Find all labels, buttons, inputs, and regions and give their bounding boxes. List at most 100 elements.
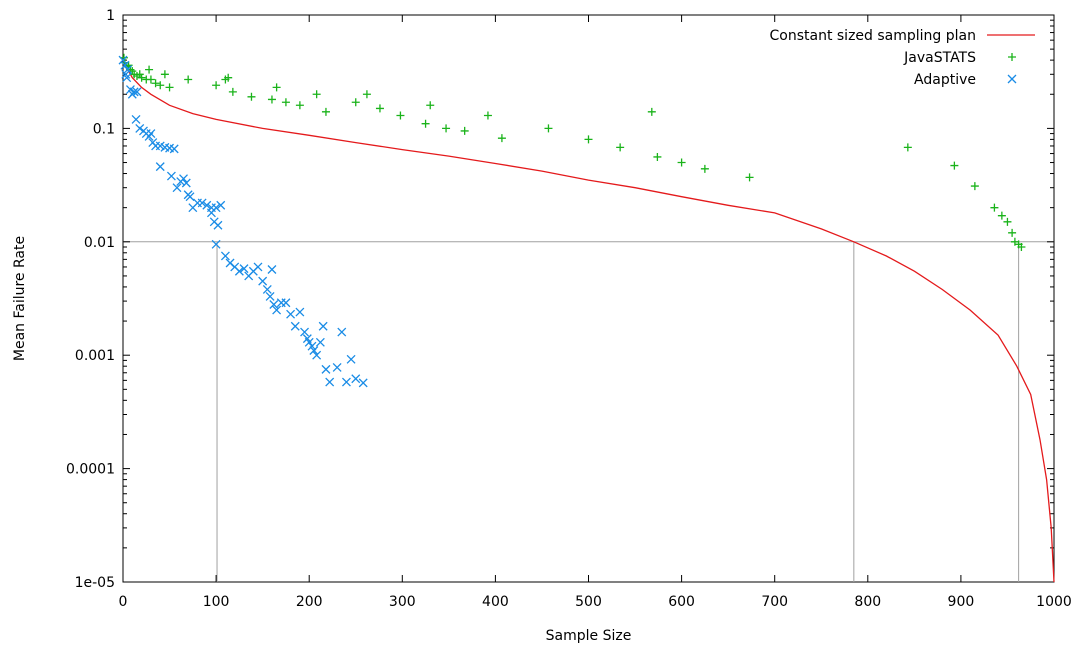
y-tick-label: 1e-05 [75,575,115,591]
data-point [281,98,290,107]
y-tick-label: 0.01 [84,235,115,251]
data-point [169,144,179,154]
series-layer [118,53,1055,583]
x-tick-label: 600 [668,594,695,610]
data-point [321,364,331,374]
data-point [362,90,371,99]
data-point [269,300,279,309]
data-point [185,192,195,202]
legend-label: Constant sized sampling plan [770,28,977,44]
data-point [267,265,277,274]
data-point [1003,217,1012,226]
y-tick-label: 1 [106,8,115,24]
data-point [193,198,202,208]
data-point [212,81,221,90]
data-point [166,171,176,181]
data-point [123,65,133,75]
data-point [351,98,360,107]
x-tick-label: 700 [761,594,788,610]
data-point [156,81,165,90]
data-point [426,101,435,110]
data-point [442,124,451,133]
data-point [160,70,169,79]
data-point [315,337,325,347]
data-point [290,321,300,331]
reference-lines [123,241,1054,582]
data-point [121,69,131,79]
data-point [325,377,335,387]
data-point [276,298,286,308]
data-point [122,73,132,83]
legend-label: Adaptive [914,72,976,88]
data-point [151,141,161,151]
y-tick-label: 0.1 [93,121,115,137]
legend-swatch [1007,74,1017,84]
data-point [304,337,314,347]
data-point [460,126,469,135]
data-point [272,83,281,92]
data-point [165,83,174,92]
data-point [146,129,156,139]
series-javastats [119,53,1026,251]
data-point [312,90,321,99]
data-point [129,87,139,97]
data-point [118,55,128,65]
data-point [239,264,249,274]
data-point [265,291,275,301]
data-point [300,327,310,337]
data-point [151,79,160,88]
data-point [216,200,226,210]
data-point [253,262,263,272]
data-point [997,211,1006,220]
data-point [375,104,384,113]
data-point [903,143,912,152]
x-axis-title: Sample Size [546,628,632,644]
data-point [295,307,305,317]
data-point [346,354,356,364]
data-point [181,178,191,188]
data-point [358,378,368,388]
series-adaptive [118,55,368,388]
x-tick-label: 100 [203,594,230,610]
plot-frame [122,14,1055,583]
x-tick-label: 800 [854,594,881,610]
x-tick-label: 300 [389,594,416,610]
data-point [677,158,686,167]
data-point [202,200,212,210]
data-point [584,135,593,144]
data-point [312,350,322,360]
data-point [970,182,979,191]
x-tick-label: 500 [575,594,602,610]
data-point [332,362,342,372]
data-point [262,284,272,294]
data-point [258,276,268,286]
data-point [135,70,144,79]
legend-label: JavaSTATS [903,50,976,66]
data-point [653,152,662,161]
series-constant-sized-sampling-plan [122,59,1055,583]
data-point [321,107,330,116]
data-point [132,87,142,97]
data-point [497,134,506,143]
data-point [155,162,165,172]
y-tick-label: 0.0001 [66,462,115,478]
data-point [172,183,182,193]
data-point [544,124,553,133]
x-tick-label: 900 [948,594,975,610]
data-point [206,208,216,218]
data-point [272,305,282,315]
data-point [234,266,244,276]
data-point [309,346,319,355]
x-tick-label: 0 [119,594,128,610]
legend-swatch [1008,53,1016,61]
data-point [616,143,625,152]
data-point [318,321,328,331]
data-point [220,251,230,261]
data-point [213,220,223,230]
plot-border [122,14,1055,583]
data-point [421,119,430,128]
data-point [137,73,146,82]
x-tick-label: 200 [296,594,323,610]
data-point [396,111,405,120]
data-point [990,203,999,212]
